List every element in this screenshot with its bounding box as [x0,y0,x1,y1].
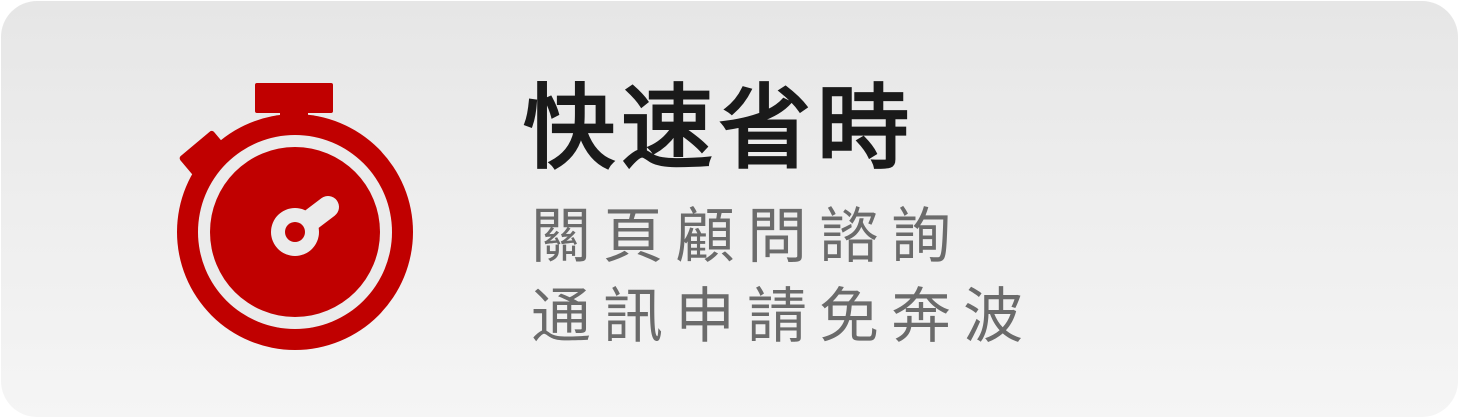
card-subtitle-line-2: 通訊申請免奔波 [531,282,1035,352]
card-title: 快速省時 [523,75,916,182]
card-subtitle-line-1: 關頁顧問諮詢 [531,202,963,272]
stopwatch-icon [173,75,421,353]
